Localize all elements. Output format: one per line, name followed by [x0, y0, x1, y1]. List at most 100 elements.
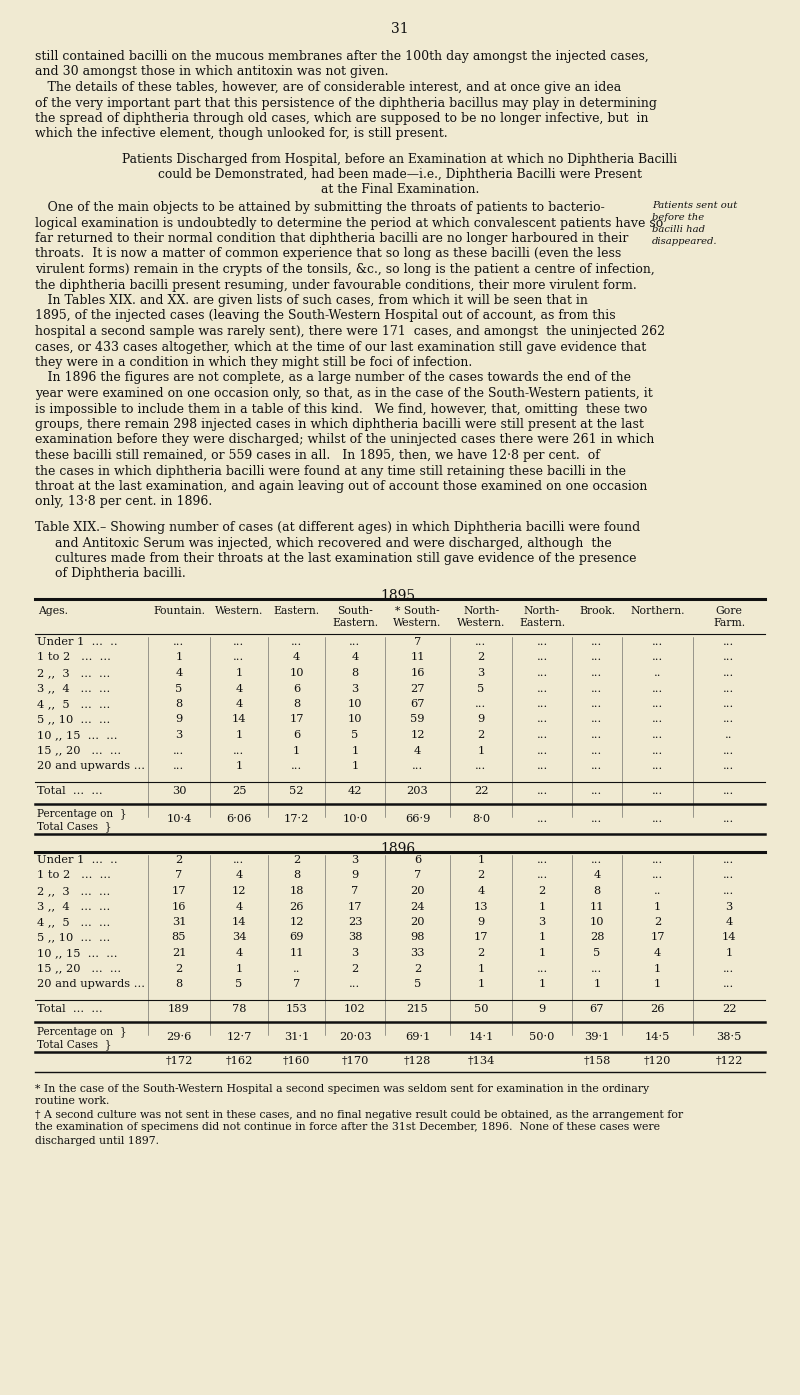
- Text: is impossible to include them in a table of this kind.   We find, however, that,: is impossible to include them in a table…: [35, 403, 647, 416]
- Text: 23: 23: [348, 917, 362, 928]
- Text: the examination of specimens did not continue in force after the 31st December, : the examination of specimens did not con…: [35, 1123, 660, 1133]
- Text: Western.: Western.: [457, 618, 505, 628]
- Text: The details of these tables, however, are of considerable interest, and at once : The details of these tables, however, ar…: [35, 81, 622, 93]
- Text: 9: 9: [478, 714, 485, 724]
- Text: before the: before the: [652, 213, 704, 222]
- Text: ...: ...: [723, 964, 734, 974]
- Text: ...: ...: [591, 762, 602, 771]
- Text: 1: 1: [654, 901, 661, 911]
- Text: 50·0: 50·0: [530, 1032, 554, 1042]
- Text: 9: 9: [538, 1004, 546, 1014]
- Text: 4: 4: [175, 668, 182, 678]
- Text: 78: 78: [232, 1004, 246, 1014]
- Text: ...: ...: [536, 714, 548, 724]
- Text: 17·2: 17·2: [284, 815, 309, 824]
- Text: 13: 13: [474, 901, 488, 911]
- Text: 8: 8: [175, 699, 182, 709]
- Text: 1: 1: [478, 745, 485, 756]
- Text: South-: South-: [337, 605, 373, 617]
- Text: 2 ,,  3   ...  ...: 2 ,, 3 ... ...: [37, 886, 110, 896]
- Text: ...: ...: [652, 870, 663, 880]
- Text: 10 ,, 15  ...  ...: 10 ,, 15 ... ...: [37, 949, 118, 958]
- Text: 50: 50: [474, 1004, 488, 1014]
- Text: 14: 14: [722, 932, 736, 943]
- Text: 26: 26: [650, 1004, 665, 1014]
- Text: ...: ...: [174, 638, 185, 647]
- Text: Total Cases  }: Total Cases }: [37, 822, 111, 831]
- Text: 17: 17: [172, 886, 186, 896]
- Text: at the Final Examination.: at the Final Examination.: [321, 183, 479, 197]
- Text: 10 ,, 15  ...  ...: 10 ,, 15 ... ...: [37, 730, 118, 739]
- Text: ...: ...: [475, 762, 486, 771]
- Text: ...: ...: [723, 699, 734, 709]
- Text: ...: ...: [536, 964, 548, 974]
- Text: 1: 1: [654, 979, 661, 989]
- Text: 2: 2: [175, 855, 182, 865]
- Text: only, 13·8 per cent. in 1896.: only, 13·8 per cent. in 1896.: [35, 495, 212, 509]
- Text: 10: 10: [348, 699, 362, 709]
- Text: 7: 7: [414, 870, 421, 880]
- Text: 27: 27: [410, 684, 425, 693]
- Text: ...: ...: [536, 762, 548, 771]
- Text: year were examined on one occasion only, so that, as in the case of the South-We: year were examined on one occasion only,…: [35, 386, 653, 400]
- Text: 20 and upwards ...: 20 and upwards ...: [37, 762, 145, 771]
- Text: †134: †134: [467, 1056, 494, 1066]
- Text: Eastern.: Eastern.: [519, 618, 565, 628]
- Text: Total  ...  ...: Total ... ...: [37, 787, 102, 797]
- Text: ...: ...: [412, 762, 423, 771]
- Text: ...: ...: [591, 638, 602, 647]
- Text: ...: ...: [591, 714, 602, 724]
- Text: 24: 24: [410, 901, 425, 911]
- Text: 14: 14: [232, 714, 246, 724]
- Text: 3: 3: [351, 949, 358, 958]
- Text: Table XIX.– Showing number of cases (at different ages) in which Diphtheria baci: Table XIX.– Showing number of cases (at …: [35, 520, 640, 534]
- Text: 16: 16: [172, 901, 186, 911]
- Text: ...: ...: [723, 787, 734, 797]
- Text: the cases in which diphtheria bacilli were found at any time still retaining the: the cases in which diphtheria bacilli we…: [35, 465, 626, 477]
- Text: Total  ...  ...: Total ... ...: [37, 1004, 102, 1014]
- Text: 31: 31: [172, 917, 186, 928]
- Text: 3: 3: [351, 684, 358, 693]
- Text: 4: 4: [293, 653, 300, 663]
- Text: ..: ..: [726, 730, 733, 739]
- Text: 1895, of the injected cases (leaving the South-Western Hospital out of account, : 1895, of the injected cases (leaving the…: [35, 310, 616, 322]
- Text: 9: 9: [351, 870, 358, 880]
- Text: ...: ...: [591, 730, 602, 739]
- Text: 12: 12: [410, 730, 425, 739]
- Text: ...: ...: [591, 855, 602, 865]
- Text: 33: 33: [410, 949, 425, 958]
- Text: 22: 22: [474, 787, 488, 797]
- Text: 1: 1: [293, 745, 300, 756]
- Text: 1: 1: [654, 964, 661, 974]
- Text: 2: 2: [478, 870, 485, 880]
- Text: virulent forms) remain in the crypts of the tonsils, &c., so long is the patient: virulent forms) remain in the crypts of …: [35, 264, 654, 276]
- Text: ...: ...: [723, 815, 734, 824]
- Text: ..: ..: [654, 668, 662, 678]
- Text: 67: 67: [590, 1004, 604, 1014]
- Text: Western.: Western.: [215, 605, 263, 617]
- Text: 4: 4: [235, 949, 242, 958]
- Text: 8: 8: [293, 870, 300, 880]
- Text: 20: 20: [410, 917, 425, 928]
- Text: Percentage on  }: Percentage on }: [37, 1025, 126, 1036]
- Text: 4: 4: [235, 870, 242, 880]
- Text: ...: ...: [536, 787, 548, 797]
- Text: of the very important part that this persistence of the diphtheria bacillus may : of the very important part that this per…: [35, 96, 657, 109]
- Text: 1: 1: [594, 979, 601, 989]
- Text: 26: 26: [290, 901, 304, 911]
- Text: 29·6: 29·6: [166, 1032, 192, 1042]
- Text: 1 to 2   ...  ...: 1 to 2 ... ...: [37, 870, 111, 880]
- Text: †170: †170: [342, 1056, 369, 1066]
- Text: In Tables XIX. and XX. are given lists of such cases, from which it will be seen: In Tables XIX. and XX. are given lists o…: [35, 294, 588, 307]
- Text: 2: 2: [478, 653, 485, 663]
- Text: throats.  It is now a matter of common experience that so long as these bacilli : throats. It is now a matter of common ex…: [35, 247, 622, 261]
- Text: 22: 22: [722, 1004, 736, 1014]
- Text: 6: 6: [293, 684, 300, 693]
- Text: 2 ,,  3   ...  ...: 2 ,, 3 ... ...: [37, 668, 110, 678]
- Text: 3 ,,  4   ...  ...: 3 ,, 4 ... ...: [37, 901, 110, 911]
- Text: 1: 1: [351, 745, 358, 756]
- Text: Farm.: Farm.: [713, 618, 745, 628]
- Text: ...: ...: [350, 979, 361, 989]
- Text: 1: 1: [235, 668, 242, 678]
- Text: 11: 11: [410, 653, 425, 663]
